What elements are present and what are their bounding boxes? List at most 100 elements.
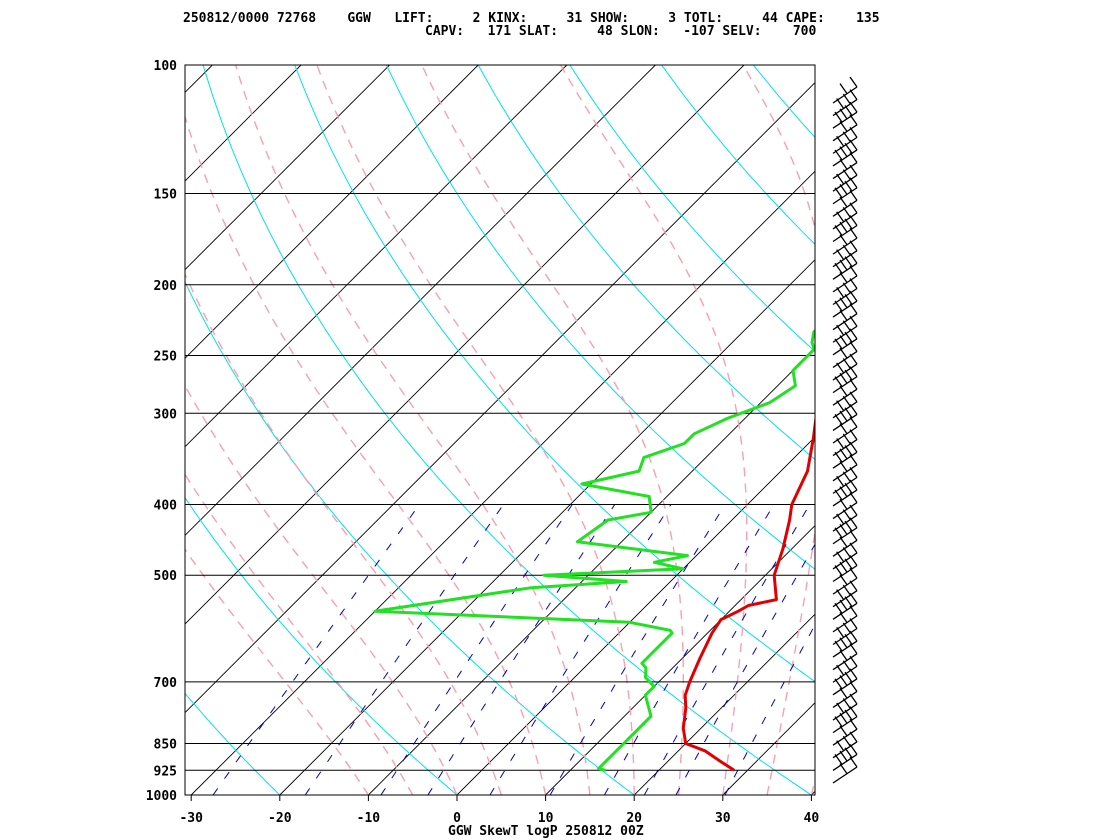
isotherm-line [190,170,815,795]
dry-adiabat [185,496,458,795]
moist-adiabat [810,777,815,795]
wind-barb [832,290,858,318]
wind-barb [832,227,858,255]
isotherm-line [185,65,302,182]
dry-adiabat [185,692,281,795]
temperature-label--30: -30 [179,811,203,826]
pressure-label-1000: 1000 [146,789,177,804]
wind-barb [832,580,858,608]
mixing-ratio-line [212,504,420,795]
wind-barb [832,605,858,633]
isotherm-line [185,65,390,271]
mixing-ratio-line [675,543,815,795]
moist-adiabat [185,473,414,795]
isotherm-line [545,524,815,795]
isotherm-line [185,65,656,537]
wind-barb [832,341,858,368]
pressure-label-925: 925 [154,764,177,779]
pressure-label-700: 700 [154,676,178,691]
wind-barb [832,517,858,545]
wind-barb [832,303,858,331]
dry-adiabat [661,65,815,245]
wind-barb [832,630,858,658]
wind-barb [832,278,858,306]
wind-barb [832,592,858,620]
moist-adiabat [185,114,547,795]
pressure-label-250: 250 [154,349,178,364]
wind-barb [832,466,858,494]
isotherm-line [185,81,815,714]
isotherm-line [185,65,568,448]
wind-barb [832,529,858,557]
wind-barb [832,202,858,230]
wind-barb [832,164,858,192]
wind-barb [832,315,858,343]
plot-frame [184,64,816,796]
isotherm-line [456,436,815,795]
temperature-label-40: 40 [804,811,820,826]
wind-barb [832,391,858,419]
isotherm-line [368,347,815,795]
pressure-label-850: 850 [154,737,178,752]
wind-barb [832,378,858,406]
wind-barb [832,454,858,482]
wind-barb [832,328,858,356]
temperature-label--10: -10 [357,811,381,826]
mixing-ratio-line [643,504,811,795]
sounding-traces [373,329,815,772]
wind-barb [832,366,858,394]
temperature-label-0: 0 [453,811,461,826]
wind-barb [832,555,858,583]
pressure-label-150: 150 [154,188,178,203]
wind-barb [832,240,858,268]
temperature-label-20: 20 [626,811,642,826]
wind-barb [832,618,858,646]
wind-barb [832,429,858,457]
dry-adiabat [937,65,1120,795]
isotherm-line [279,259,815,795]
isotherm-line [811,790,815,795]
pressure-label-300: 300 [154,407,178,422]
moist-adiabat [421,65,684,795]
wind-barb [832,731,858,759]
wind-barb [832,353,858,381]
pressure-label-500: 500 [154,569,178,584]
wind-barb [832,681,858,708]
wind-barb [832,744,858,771]
wind-barb [832,189,858,217]
temperature-label--20: -20 [268,811,292,826]
wind-barb [832,139,858,167]
wind-barb [832,655,858,683]
wind-barb [832,492,858,520]
pressure-label-200: 200 [154,279,178,294]
wind-barb [832,252,858,280]
wind-barb [832,177,858,205]
pressure-tick-labels: 100 150 200 250 300 400 500 700 850 925 1000 [146,59,177,804]
wind-barb [832,756,858,784]
wind-barb [832,693,858,721]
wind-barb [832,718,858,746]
dry-adiabat [845,65,1120,795]
dry-adiabat [752,65,815,139]
temperature-trace [681,413,815,772]
isotherm-line [185,65,213,94]
wind-barb [832,668,858,696]
dry-adiabat [202,65,812,795]
mixing-ratio-line [489,504,672,795]
temperature-label-30: 30 [715,811,731,826]
wind-barbs [832,76,858,784]
wind-barb [832,504,858,532]
isotherm-line [185,65,479,359]
plot-border [184,64,816,796]
dry-adiabat [385,65,815,570]
dry-adiabat [294,65,815,683]
moist-adiabat [316,65,635,795]
pressure-label-400: 400 [154,499,178,514]
wind-barb [832,542,858,570]
wind-barb [832,89,858,117]
wind-barb [832,265,858,293]
mixing-ratio-line [380,504,573,795]
header-line-1: 250812/0000 72768 GGW LIFT: 2 KINX: 31 S… [183,11,880,26]
temperature-tick-labels: -30 -20 -10 0 10 20 30 40 [179,795,819,826]
